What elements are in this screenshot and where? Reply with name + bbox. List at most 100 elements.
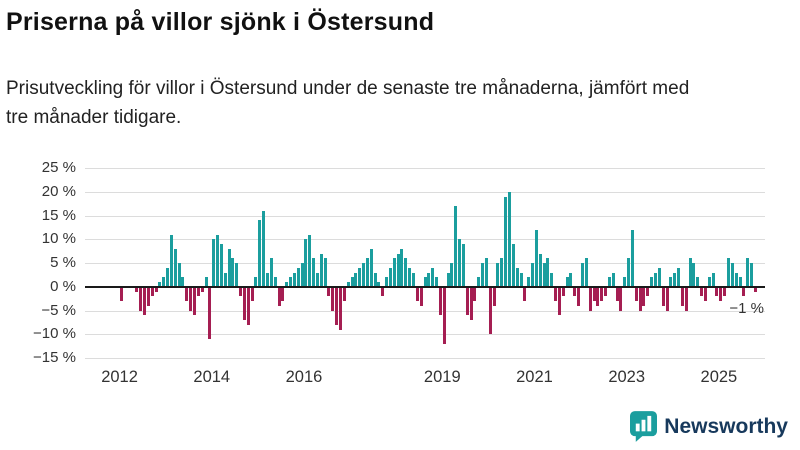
- bar: [523, 286, 527, 301]
- bar: [465, 286, 469, 316]
- bar: [657, 267, 661, 287]
- bar: [496, 263, 500, 287]
- bar: [688, 258, 692, 287]
- bar: [515, 267, 519, 287]
- bar: [473, 286, 477, 301]
- bar: [696, 277, 700, 287]
- bar: [634, 286, 638, 301]
- bar: [738, 277, 742, 287]
- bar: [661, 286, 665, 306]
- bar: [119, 286, 123, 301]
- bar: [377, 282, 381, 287]
- bar: [638, 286, 642, 311]
- bar: [208, 286, 212, 339]
- bar: [619, 286, 623, 311]
- bar: [607, 277, 611, 287]
- y-axis-label: −15 %: [33, 349, 76, 366]
- x-axis-label: 2023: [608, 368, 646, 386]
- bar: [258, 220, 262, 287]
- bar: [577, 286, 581, 306]
- bar: [289, 277, 293, 287]
- bar: [550, 272, 554, 287]
- bar: [342, 286, 346, 301]
- bar: [557, 286, 561, 316]
- bar: [461, 244, 465, 287]
- x-axis-label: 2014: [193, 368, 231, 386]
- bar: [388, 267, 392, 287]
- bar: [323, 258, 327, 287]
- bar: [235, 263, 239, 287]
- bar: [335, 286, 339, 325]
- bar: [650, 277, 654, 287]
- y-axis-label: −10 %: [33, 325, 76, 343]
- page-subtitle: Prisutveckling för villor i Östersund un…: [6, 78, 690, 129]
- page-title: Priserna på villor sjönk i Östersund: [6, 8, 435, 36]
- bar: [239, 286, 243, 297]
- bar: [146, 286, 150, 306]
- bar: [273, 277, 277, 287]
- bar: [615, 286, 619, 301]
- bar: [304, 239, 308, 287]
- bar: [373, 272, 377, 287]
- bar: [542, 263, 546, 287]
- bar: [458, 239, 462, 287]
- brand-name: Newsworthy: [664, 414, 788, 438]
- bar: [269, 258, 273, 287]
- y-axis-label: 25 %: [41, 159, 76, 176]
- bar: [715, 286, 719, 297]
- bar: [181, 277, 185, 287]
- bar: [396, 253, 400, 287]
- bar: [561, 286, 565, 297]
- bar: [281, 286, 285, 301]
- bar: [296, 267, 300, 287]
- x-axis-label: 2012: [101, 368, 138, 386]
- bar: [750, 263, 754, 287]
- bar: [484, 258, 488, 287]
- bar: [415, 286, 419, 301]
- bar: [250, 286, 254, 301]
- y-axis-label: 5 %: [50, 254, 76, 271]
- bar: [292, 272, 296, 287]
- bar: [254, 277, 258, 287]
- bar: [584, 258, 588, 287]
- bar: [654, 272, 657, 287]
- bar: [488, 286, 492, 335]
- newsworthy-branding: Newsworthy: [630, 411, 788, 442]
- bar: [600, 286, 604, 301]
- bar: [262, 210, 266, 287]
- bar: [212, 239, 216, 287]
- bar: [727, 258, 730, 287]
- bar: [442, 286, 446, 344]
- bar: [227, 248, 231, 287]
- bar: [734, 272, 738, 287]
- bar: [154, 286, 158, 292]
- bar: [538, 253, 542, 287]
- bar: [423, 277, 427, 287]
- bar: [684, 286, 688, 311]
- bar: [492, 286, 496, 306]
- gridline: [85, 358, 765, 359]
- bar: [150, 286, 154, 297]
- bar: [588, 286, 592, 311]
- bar: [135, 286, 139, 292]
- bar: [703, 286, 707, 301]
- bar: [707, 277, 711, 287]
- x-axis-label: 2019: [423, 368, 461, 386]
- gridline: [85, 215, 765, 217]
- x-axis-label: 2016: [285, 368, 323, 386]
- bar: [569, 272, 573, 287]
- bar: [642, 286, 646, 306]
- bar: [300, 263, 304, 287]
- y-axis-label: 0 %: [50, 277, 76, 295]
- bar: [200, 286, 204, 292]
- bar: [315, 272, 319, 287]
- plot: [85, 168, 765, 359]
- bar: [354, 272, 358, 287]
- bar: [408, 267, 412, 287]
- bar: [554, 286, 558, 301]
- bar: [381, 286, 385, 297]
- gridline: [85, 310, 765, 312]
- bar: [665, 286, 669, 311]
- bar: [680, 286, 684, 306]
